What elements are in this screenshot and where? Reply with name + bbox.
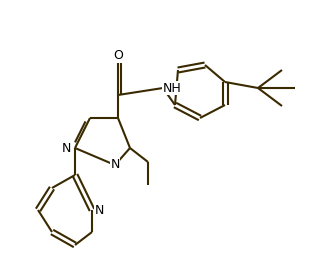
Text: N: N [62,141,71,155]
Text: N: N [95,204,104,216]
Text: NH: NH [163,81,182,95]
Text: O: O [113,49,123,62]
Text: N: N [110,159,120,172]
